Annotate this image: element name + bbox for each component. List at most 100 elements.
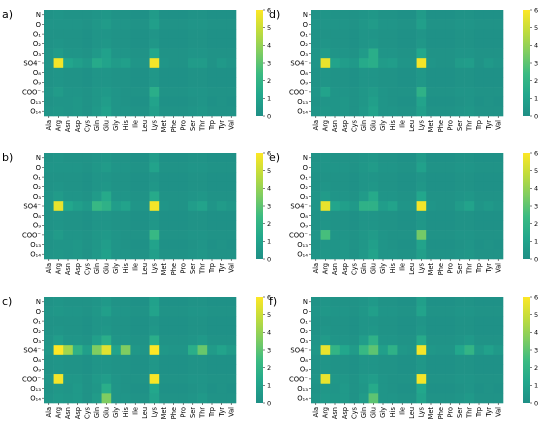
heatmap-cell	[130, 325, 141, 336]
heatmap-cell	[320, 162, 331, 173]
heatmap-cell	[63, 10, 74, 20]
heatmap-cell	[101, 181, 112, 192]
heatmap-cell	[149, 306, 160, 317]
heatmap-cell	[330, 48, 341, 59]
heatmap-cell	[168, 364, 179, 375]
x-tick-label: Val	[494, 407, 502, 417]
colorbar-tick-label: 3	[534, 346, 538, 354]
heatmap-cell	[339, 325, 350, 336]
heatmap-cell	[197, 354, 208, 365]
heatmap-cell	[120, 10, 131, 20]
heatmap-cell	[216, 383, 227, 394]
heatmap-cell	[111, 249, 122, 260]
heatmap-cell	[44, 87, 54, 98]
heatmap-cell	[92, 29, 102, 40]
heatmap-cell	[368, 162, 379, 173]
heatmap-cell	[474, 393, 485, 404]
heatmap-cell	[349, 364, 360, 375]
heatmap-cell	[168, 201, 179, 212]
heatmap-cell	[368, 316, 379, 327]
y-tick-label: O	[303, 164, 308, 172]
heatmap-cell	[339, 87, 350, 98]
heatmap-cell	[140, 345, 150, 356]
heatmap-cell	[197, 67, 208, 78]
heatmap-cell	[168, 106, 179, 117]
colorbar-tick-label: 6	[534, 6, 538, 14]
heatmap-cell	[63, 191, 74, 202]
colorbar	[523, 10, 530, 116]
heatmap-cell	[82, 325, 93, 336]
heatmap-cell	[330, 316, 341, 327]
heatmap-cell	[311, 10, 321, 20]
heatmap-cell	[92, 48, 102, 59]
heatmap-cell	[368, 220, 379, 231]
heatmap-cell	[44, 162, 54, 173]
heatmap-cell	[435, 230, 446, 241]
heatmap-cell	[63, 374, 74, 385]
heatmap-cell	[445, 249, 456, 260]
heatmap-cell	[101, 96, 112, 107]
colorbar-tick-label: 0	[267, 112, 271, 120]
heatmap-cell	[92, 96, 102, 107]
heatmap-cell	[44, 393, 54, 404]
heatmap-cell	[101, 354, 112, 365]
heatmap-cell	[320, 230, 331, 241]
heatmap-cell	[387, 106, 398, 117]
heatmap-cell	[92, 374, 102, 385]
heatmap-cell	[426, 383, 437, 394]
heatmap-cell	[149, 325, 160, 336]
heatmap-cell	[92, 201, 102, 212]
heatmap-cell	[168, 172, 179, 183]
heatmap-cell	[149, 10, 160, 20]
heatmap-cell	[101, 316, 112, 327]
heatmap-cell	[130, 106, 141, 117]
colorbar-tick-label: 1	[267, 238, 271, 246]
x-tick-label: Ile	[398, 263, 406, 271]
heatmap-cell	[483, 297, 494, 307]
colorbar-tick-label: 3	[267, 202, 271, 210]
y-tick-label: O₃	[300, 193, 308, 201]
x-tick-label: Asp	[74, 120, 82, 132]
heatmap-cell	[311, 48, 321, 59]
heatmap-cell	[140, 383, 150, 394]
y-tick-label: O₁	[300, 173, 308, 181]
heatmap-cell	[120, 354, 131, 365]
heatmap-cell	[311, 306, 321, 317]
heatmap-cell	[226, 38, 237, 49]
heatmap-cell	[455, 58, 465, 69]
heatmap-cell	[387, 96, 398, 107]
x-tick-label: Thr	[199, 120, 207, 132]
heatmap-cell	[226, 10, 237, 20]
heatmap-cell	[82, 335, 93, 346]
heatmap-cell	[82, 201, 93, 212]
heatmap-cell	[397, 29, 408, 40]
heatmap-cell	[101, 153, 112, 163]
heatmap-cell	[407, 249, 417, 260]
heatmap-cell	[140, 191, 150, 202]
heatmap-cell	[416, 96, 427, 107]
x-tick-label: Asp	[74, 407, 82, 419]
heatmap-cell	[397, 230, 408, 241]
colorbar-tick-label: 6	[267, 293, 271, 301]
heatmap-cell	[216, 306, 227, 317]
heatmap-cell	[44, 201, 54, 212]
heatmap-cell	[120, 87, 131, 98]
heatmap-cell	[188, 77, 198, 88]
heatmap-cell	[216, 201, 227, 212]
heatmap-cell	[330, 172, 341, 183]
x-tick-label: Pro	[446, 263, 454, 273]
heatmap-cell	[311, 230, 321, 241]
x-tick-label: Ile	[131, 263, 139, 271]
heatmap-cell	[188, 335, 198, 346]
x-tick-label: His	[122, 262, 130, 273]
heatmap-cell	[378, 48, 389, 59]
heatmap-cell	[483, 306, 494, 317]
heatmap-cell	[387, 297, 398, 307]
heatmap-cell	[426, 210, 437, 221]
heatmap-cell	[474, 96, 485, 107]
colorbar-tick-label: 6	[534, 149, 538, 157]
heatmap-cell	[72, 325, 83, 336]
heatmap-cell	[330, 306, 341, 317]
heatmap-cell	[149, 354, 160, 365]
heatmap-cell	[493, 29, 504, 40]
